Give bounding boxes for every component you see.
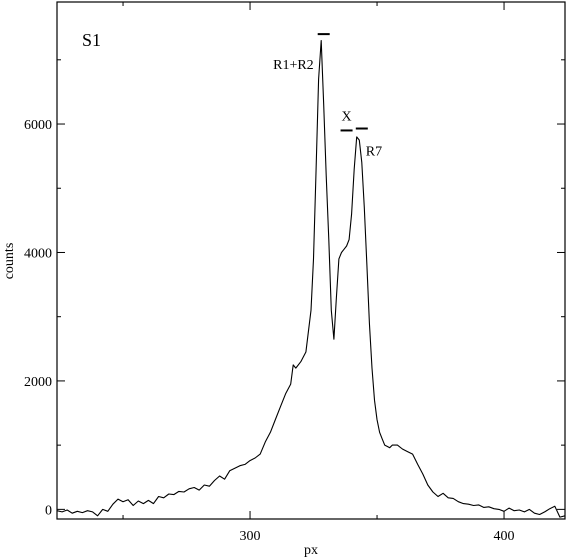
x-tick-label: 400 bbox=[494, 529, 515, 544]
y-tick-label: 6000 bbox=[24, 118, 52, 133]
annotation-r7: R7 bbox=[366, 145, 382, 160]
annotation-layer: R1+R2 X R7 bbox=[273, 33, 382, 160]
y-tick-label: 0 bbox=[45, 503, 52, 518]
annotation-x: X bbox=[341, 109, 351, 124]
y-tick-label: 2000 bbox=[24, 375, 52, 390]
y-axis-title: counts bbox=[2, 243, 17, 280]
annotation-r1-r2: R1+R2 bbox=[273, 58, 314, 73]
y-tick-label: 4000 bbox=[24, 246, 52, 261]
panel-label: S1 bbox=[82, 30, 101, 50]
x-tick-label: 300 bbox=[240, 529, 261, 544]
spectrum-line bbox=[56, 39, 566, 518]
series-layer bbox=[56, 39, 566, 518]
plot-frame bbox=[56, 1, 566, 520]
x-axis-title: px bbox=[304, 543, 318, 558]
